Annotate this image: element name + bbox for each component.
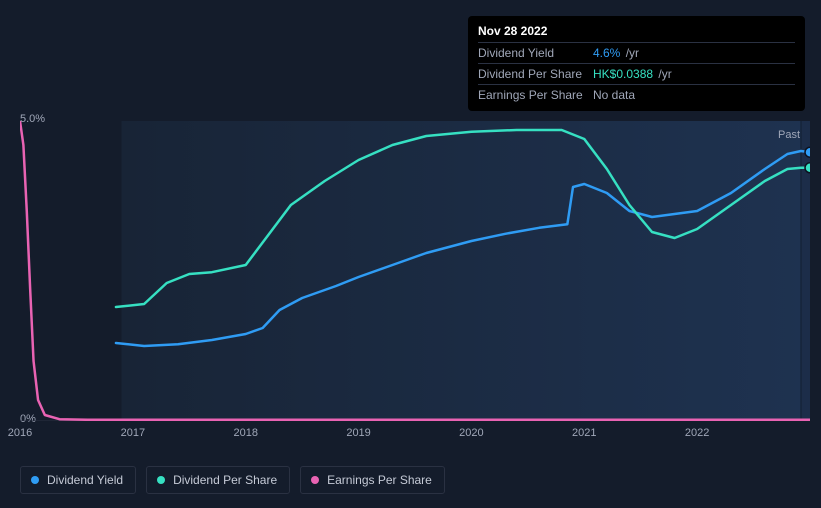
- legend-dot-icon: [157, 476, 165, 484]
- tooltip-row-label: Earnings Per Share: [478, 88, 593, 102]
- x-axis-label: 2017: [121, 427, 145, 439]
- chart-tooltip: Nov 28 2022 Dividend Yield4.6% /yrDivide…: [468, 16, 805, 111]
- legend-item[interactable]: Dividend Per Share: [146, 466, 290, 494]
- x-axis-label: 2022: [685, 427, 709, 439]
- x-axis-labels: 2016201720182019202020212022: [20, 427, 810, 443]
- legend-label: Dividend Per Share: [173, 473, 277, 487]
- tooltip-row: Dividend Yield4.6% /yr: [478, 42, 795, 63]
- tooltip-row-value: HK$0.0388 /yr: [593, 67, 795, 81]
- tooltip-row: Dividend Per ShareHK$0.0388 /yr: [478, 63, 795, 84]
- tooltip-row-value: 4.6% /yr: [593, 46, 795, 60]
- dividend-chart[interactable]: 0%5.0% Past 2016201720182019202020212022: [20, 105, 810, 445]
- x-axis-label: 2020: [459, 427, 483, 439]
- tooltip-row-value: No data: [593, 88, 795, 102]
- legend-item[interactable]: Earnings Per Share: [300, 466, 445, 494]
- legend-label: Earnings Per Share: [327, 473, 432, 487]
- legend-dot-icon: [31, 476, 39, 484]
- legend-label: Dividend Yield: [47, 473, 123, 487]
- tooltip-row: Earnings Per ShareNo data: [478, 84, 795, 105]
- past-label: Past: [778, 129, 800, 141]
- x-axis-label: 2016: [8, 427, 32, 439]
- chart-legend: Dividend Yield Dividend Per Share Earnings…: [20, 466, 445, 494]
- series-end-marker: [805, 163, 810, 173]
- x-axis-label: 2018: [233, 427, 257, 439]
- series-end-marker: [805, 147, 810, 157]
- x-axis-label: 2021: [572, 427, 596, 439]
- chart-plot: [20, 121, 810, 421]
- legend-dot-icon: [311, 476, 319, 484]
- tooltip-row-label: Dividend Per Share: [478, 67, 593, 81]
- tooltip-date: Nov 28 2022: [478, 24, 795, 38]
- legend-item[interactable]: Dividend Yield: [20, 466, 136, 494]
- tooltip-row-label: Dividend Yield: [478, 46, 593, 60]
- x-axis-label: 2019: [346, 427, 370, 439]
